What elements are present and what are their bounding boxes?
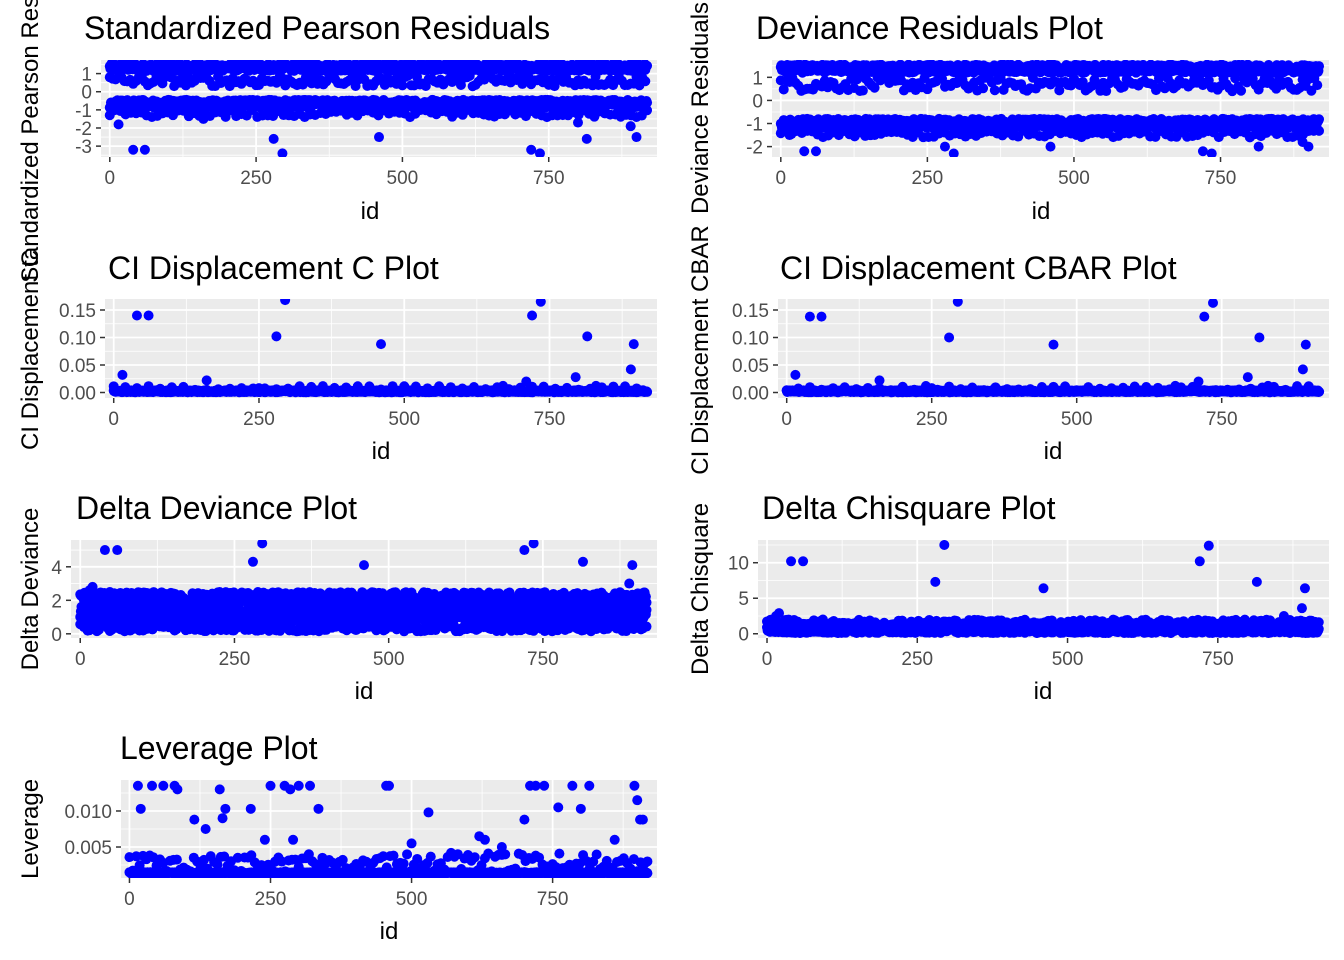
x-tick-label: 250 <box>240 168 272 189</box>
x-tick-label: 0 <box>104 168 115 189</box>
data-point <box>1101 86 1112 97</box>
data-point <box>277 148 288 157</box>
data-point <box>1206 148 1217 157</box>
data-point <box>1045 141 1056 152</box>
y-tick-label: 1 <box>81 65 92 86</box>
data-point <box>1197 146 1208 157</box>
data-point <box>1312 80 1323 91</box>
data-point <box>1244 132 1255 143</box>
data-point <box>939 141 950 152</box>
x-tick-label: 500 <box>387 168 419 189</box>
data-point <box>631 132 642 143</box>
data-point <box>1314 61 1325 72</box>
data-point <box>810 146 821 157</box>
data-point <box>989 85 1000 96</box>
y-tick-label: -1 <box>75 101 92 122</box>
x-tick-label: 750 <box>533 168 565 189</box>
data-point <box>1077 76 1088 87</box>
data-point <box>581 133 592 144</box>
data-point <box>464 70 475 81</box>
data-point <box>572 117 583 128</box>
data-point <box>642 97 653 108</box>
data-point <box>642 105 653 116</box>
plot-area <box>772 60 1329 157</box>
data-point <box>374 132 384 143</box>
data-point <box>625 121 636 132</box>
data-point <box>412 71 423 82</box>
data-point <box>590 71 601 82</box>
data-point <box>403 70 414 81</box>
y-tick-label: -3 <box>75 137 92 158</box>
data-point <box>948 148 959 157</box>
x-tick-label: 0 <box>776 168 787 189</box>
data-point <box>857 85 868 96</box>
data-point <box>1303 141 1314 152</box>
x-axis-title: id <box>361 198 380 225</box>
x-axis-title: id <box>1032 198 1051 225</box>
y-tick-label: 1 <box>752 68 763 89</box>
data-point <box>1236 85 1247 96</box>
data-point <box>1230 73 1241 84</box>
data-point <box>978 83 989 94</box>
data-point <box>784 130 795 141</box>
data-point <box>246 105 257 116</box>
plot-area <box>101 60 657 157</box>
plot-area <box>105 299 657 398</box>
data-point <box>778 84 789 95</box>
chart-title: Deviance Residuals Plot <box>756 10 1103 46</box>
data-point <box>526 144 537 155</box>
data-point <box>1054 85 1065 96</box>
data-point <box>113 119 124 130</box>
data-point <box>534 148 545 157</box>
data-point <box>128 144 139 155</box>
x-tick-label: 250 <box>912 168 944 189</box>
y-tick-label: 0 <box>81 83 92 104</box>
y-tick-label: -1 <box>746 115 763 136</box>
data-point <box>869 82 880 93</box>
y-axis-title: Standardized Pearson Residuals <box>17 0 44 283</box>
data-point <box>268 133 279 144</box>
data-point <box>198 113 209 124</box>
data-point <box>1153 73 1164 84</box>
data-point <box>1314 125 1325 136</box>
data-point <box>1314 114 1325 125</box>
data-point <box>640 76 651 87</box>
data-point <box>1253 141 1264 152</box>
y-tick-label: -2 <box>75 119 92 140</box>
y-axis-title: Deviance Residuals <box>687 2 714 214</box>
data-point <box>139 144 150 155</box>
y-tick-label: 0 <box>752 91 763 112</box>
data-point <box>869 130 880 141</box>
x-tick-label: 750 <box>1205 168 1237 189</box>
data-point <box>799 146 810 157</box>
data-point <box>397 80 408 91</box>
chart-title: Standardized Pearson Residuals <box>84 10 550 46</box>
y-tick-label: -2 <box>746 138 763 159</box>
data-point <box>852 74 863 85</box>
x-tick-label: 500 <box>1058 168 1090 189</box>
data-point <box>642 60 653 71</box>
